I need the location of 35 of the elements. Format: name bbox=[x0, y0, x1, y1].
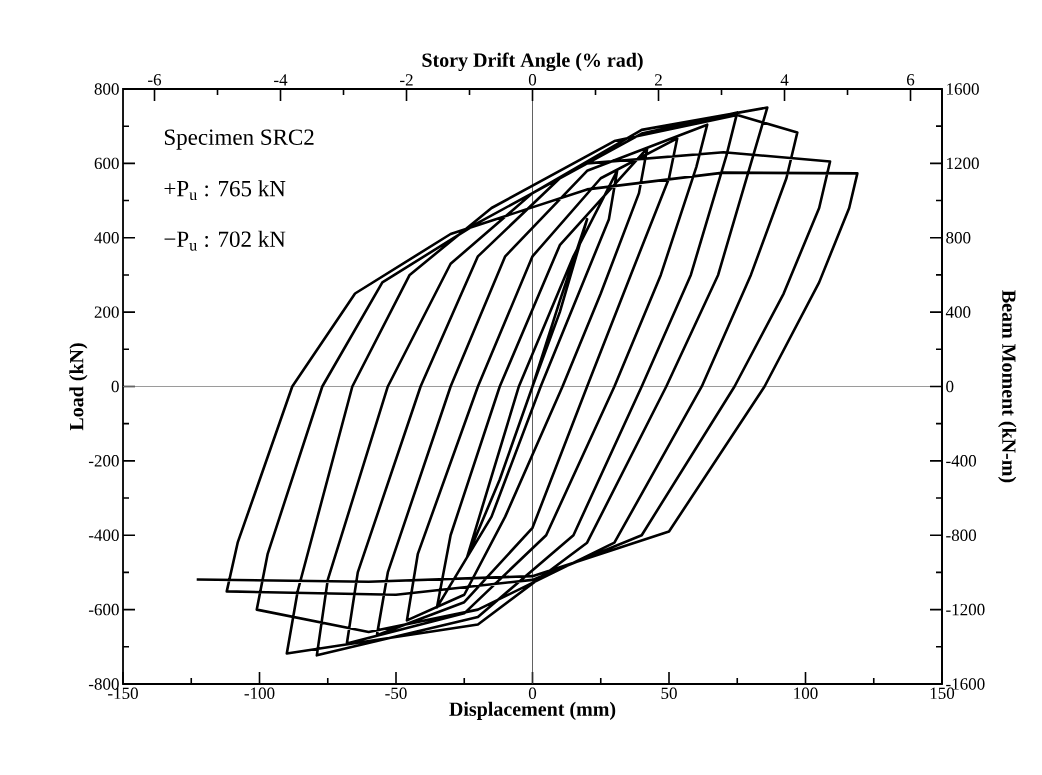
y-tick-label: 800 bbox=[94, 83, 119, 95]
y2-tick-label: -1200 bbox=[946, 603, 985, 616]
x-tick-label: 0 bbox=[528, 687, 537, 699]
x2-tick-label: -2 bbox=[400, 74, 413, 86]
x2-tick-label: -6 bbox=[148, 74, 162, 86]
x-tick-label: -100 bbox=[244, 687, 275, 699]
y-tick-label: 400 bbox=[94, 232, 119, 244]
y2-tick-label: 1200 bbox=[947, 157, 979, 170]
x-tick-label: 100 bbox=[794, 687, 818, 699]
x-axis-title: Displacement (mm) bbox=[449, 701, 616, 720]
y-tick-label: 200 bbox=[94, 306, 119, 318]
y-tick-label: 600 bbox=[94, 157, 119, 170]
x-tick-label: 50 bbox=[661, 687, 677, 699]
x2-tick-label: 4 bbox=[780, 74, 789, 86]
y-tick-label: 0 bbox=[111, 380, 119, 393]
y2-tick-label: 800 bbox=[946, 232, 971, 244]
y-tick-label: -200 bbox=[88, 455, 119, 467]
annotation: +P$_{u}$ : 765 kN bbox=[164, 180, 286, 201]
y2-tick-label: 1600 bbox=[947, 83, 979, 95]
annotation: −P$_{u}$ : 702 kN bbox=[164, 230, 286, 251]
x-tick-label: -50 bbox=[385, 687, 407, 699]
y2-axis-title: Beam Moment (kN-m) bbox=[998, 290, 1017, 483]
y-axis-title: Load (kN) bbox=[69, 343, 88, 431]
y2-tick-label: 0 bbox=[946, 380, 954, 393]
y-tick-label: -400 bbox=[88, 529, 119, 541]
y2-tick-label: -400 bbox=[946, 455, 977, 467]
y-tick-label: -600 bbox=[88, 603, 119, 616]
x2-tick-label: -4 bbox=[274, 74, 288, 86]
annotation: Specimen SRC2 bbox=[164, 129, 314, 150]
y2-tick-label: -800 bbox=[946, 529, 977, 541]
x2-axis-title: Story Drift Angle (% rad) bbox=[422, 52, 643, 72]
x2-tick-label: 2 bbox=[655, 74, 662, 86]
x2-tick-label: 6 bbox=[907, 74, 915, 86]
x2-tick-label: 0 bbox=[528, 73, 537, 86]
y2-tick-label: 400 bbox=[945, 306, 971, 318]
